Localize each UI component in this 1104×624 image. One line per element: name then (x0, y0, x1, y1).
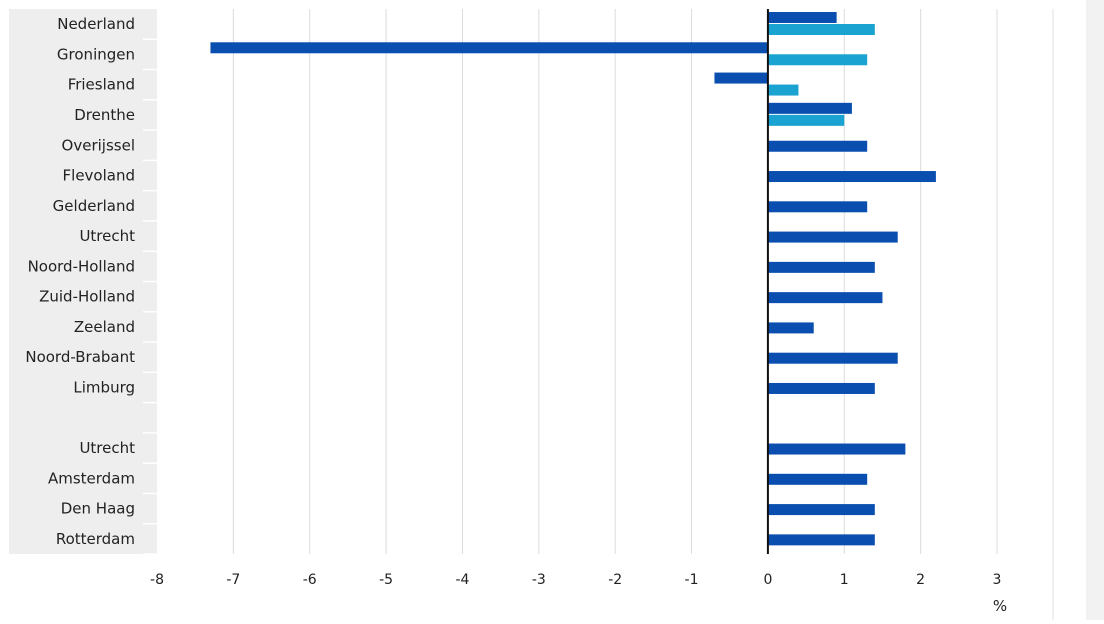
bar (767, 102, 852, 114)
bar (767, 443, 906, 455)
x-tick-label: 2 (916, 572, 925, 588)
x-tick-label: -4 (455, 572, 469, 588)
bar (767, 322, 814, 334)
category-label: Rotterdam (56, 530, 135, 548)
bar (714, 72, 768, 84)
x-unit-label: % (993, 597, 1007, 615)
x-tick-label: -7 (226, 572, 240, 588)
x-tick-label: 0 (763, 572, 772, 588)
category-label: Limburg (73, 378, 135, 396)
bar (767, 382, 875, 394)
category-label: Utrecht (79, 439, 135, 457)
x-tick-labels: -8 -7 -6 -5 -4 -3 -2 -1 0 1 2 3 (150, 572, 1001, 588)
bar (767, 352, 898, 364)
category-label: Utrecht (79, 227, 135, 245)
axes (143, 9, 769, 555)
bar (210, 42, 768, 54)
gridlines (232, 9, 998, 554)
category-label: Noord-Holland (28, 257, 135, 275)
bar (767, 24, 875, 35)
bar (767, 84, 799, 96)
category-label: Amsterdam (48, 469, 135, 487)
bars (210, 12, 936, 546)
bar (767, 261, 875, 273)
bar (767, 171, 936, 183)
x-tick-label: -5 (379, 572, 393, 588)
x-tick-label: -3 (532, 572, 546, 588)
bar (767, 201, 868, 213)
bar (767, 504, 875, 516)
category-label: Zeeland (74, 318, 135, 336)
category-labels: Nederland Groningen Friesland Drenthe Overij… (25, 15, 135, 548)
bar (767, 140, 868, 152)
category-label: Zuid-Holland (39, 288, 135, 306)
x-tick-label: -2 (608, 572, 622, 588)
bar (767, 231, 898, 243)
category-label: Den Haag (61, 500, 135, 518)
category-label: Friesland (68, 76, 135, 94)
bar (767, 12, 837, 23)
category-label: Gelderland (53, 197, 135, 215)
right-edge-strip (1086, 0, 1104, 620)
bar (767, 292, 883, 304)
category-label: Groningen (57, 45, 135, 63)
category-label: Nederland (57, 15, 135, 33)
category-label: Noord-Brabant (25, 348, 135, 366)
bar (767, 534, 875, 546)
x-tick-label: 3 (993, 572, 1002, 588)
category-axis-panel (9, 9, 157, 554)
category-label: Flevoland (63, 167, 135, 185)
x-tick-label: 1 (840, 572, 849, 588)
category-label: Overijssel (62, 136, 135, 154)
x-tick-label: -8 (150, 572, 164, 588)
category-label: Drenthe (74, 106, 135, 124)
x-tick-label: -6 (303, 572, 317, 588)
bar (767, 473, 868, 485)
bar (767, 54, 868, 66)
bar (767, 114, 845, 126)
x-tick-label: -1 (685, 572, 699, 588)
